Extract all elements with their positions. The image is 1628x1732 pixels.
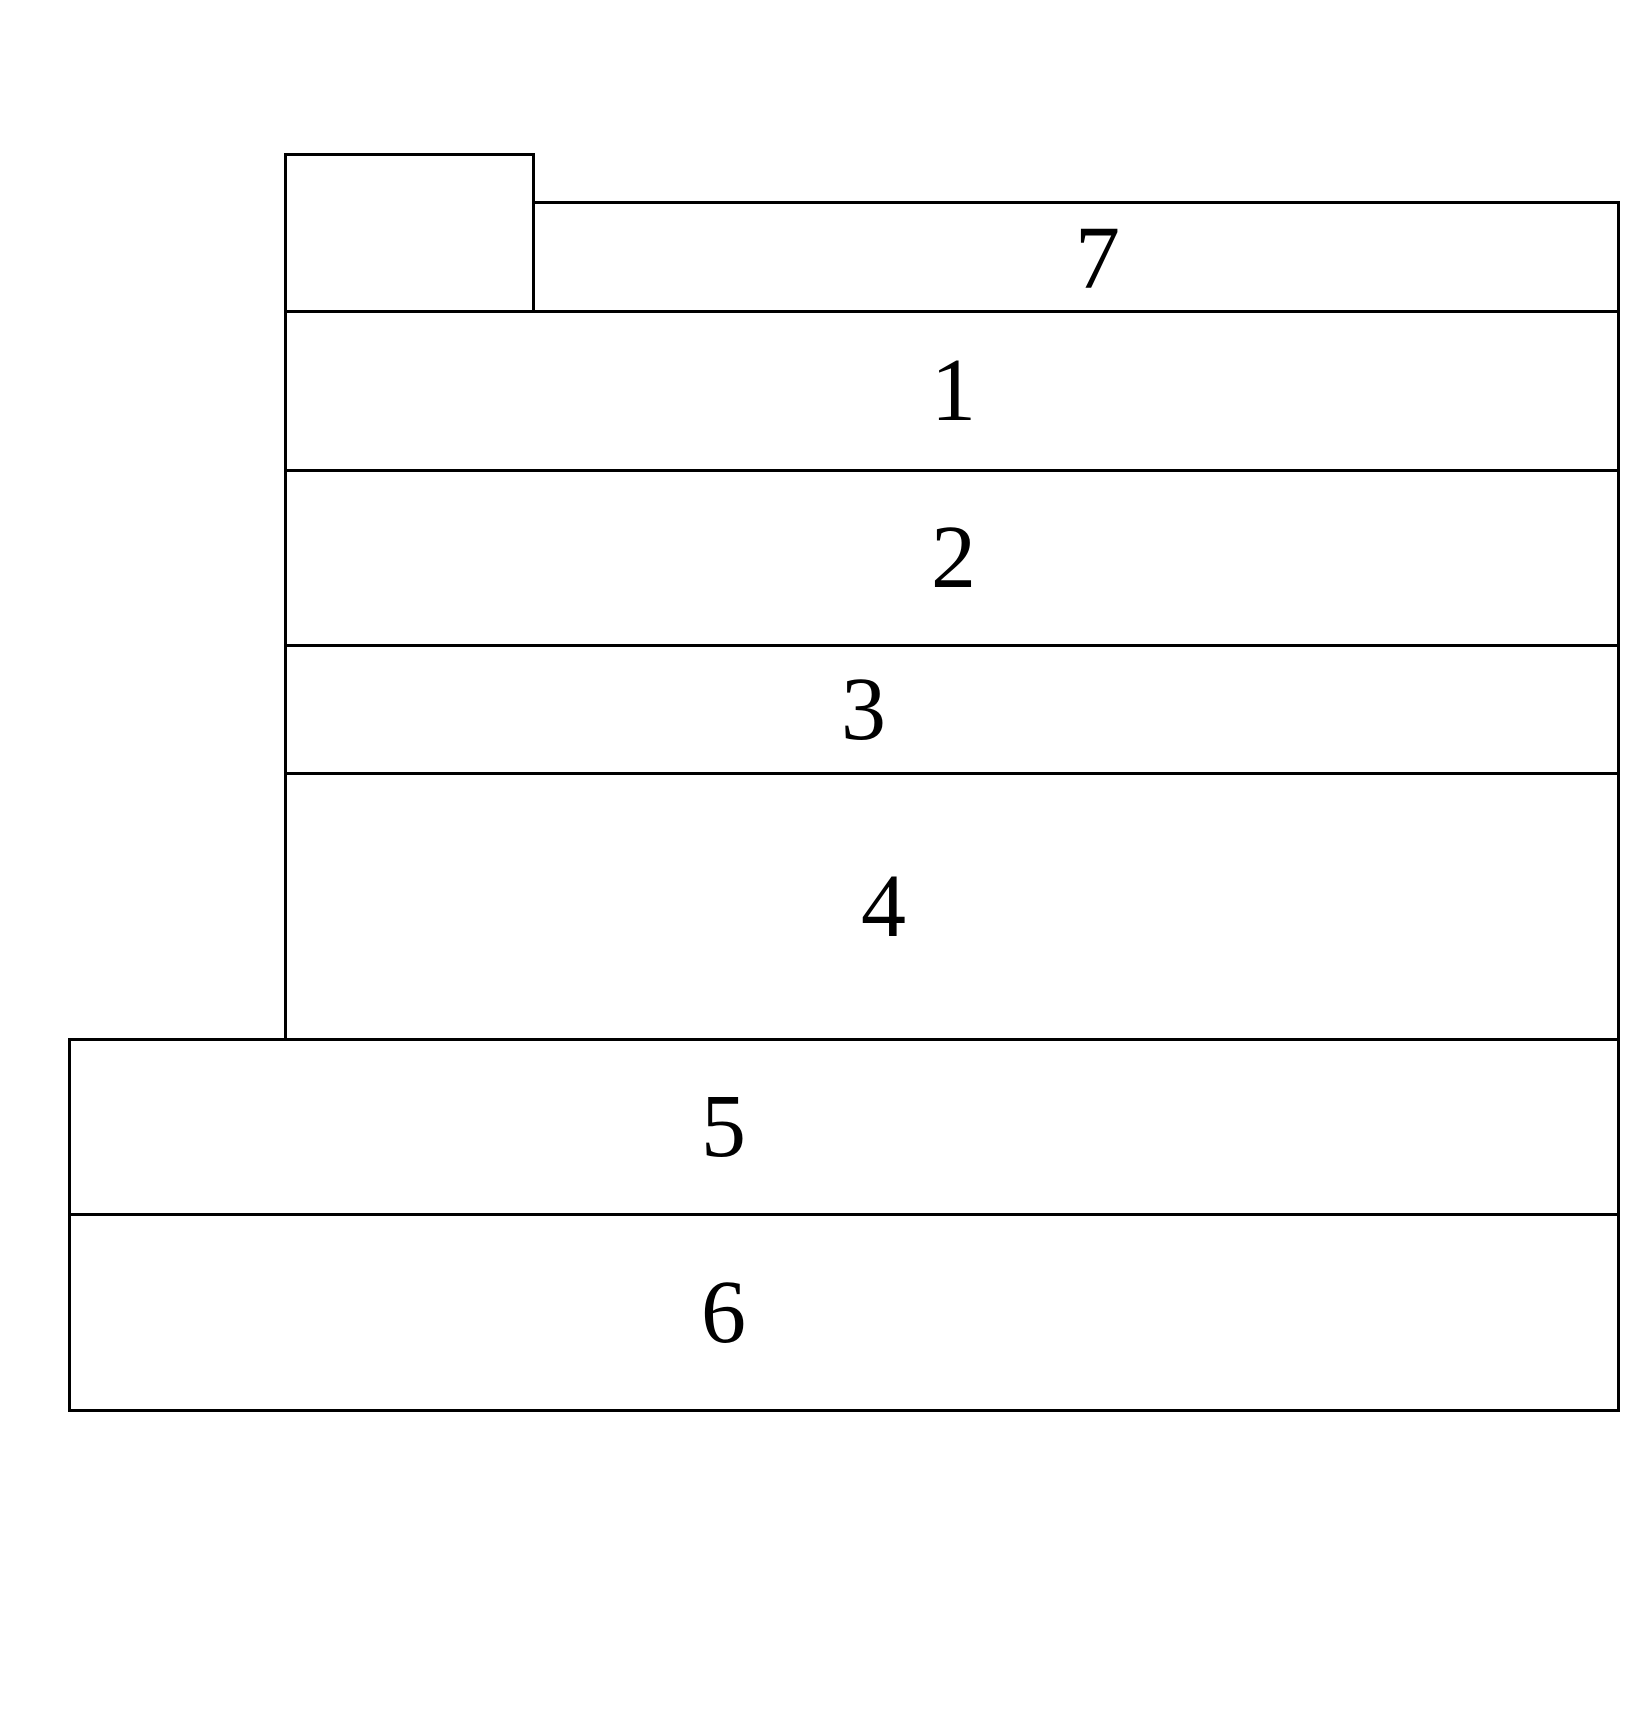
row-1: 1 bbox=[284, 310, 1620, 469]
row-2-label: 2 bbox=[931, 513, 976, 603]
row-3: 3 bbox=[284, 644, 1620, 772]
row-6-label: 6 bbox=[701, 1268, 746, 1358]
row-4-right-edge bbox=[1617, 772, 1620, 1038]
row-4: 4 bbox=[284, 772, 1620, 1038]
row-7-label: 7 bbox=[1075, 214, 1120, 304]
row-7: 7 bbox=[535, 201, 1620, 313]
row-4-label: 4 bbox=[861, 862, 906, 952]
tab-box bbox=[284, 153, 535, 310]
row-5-label: 5 bbox=[701, 1082, 746, 1172]
row-5-right-edge bbox=[1617, 1038, 1620, 1213]
row-3-label: 3 bbox=[841, 665, 886, 755]
row-5: 5 bbox=[68, 1038, 1620, 1213]
row-6-right-edge bbox=[1617, 1213, 1620, 1412]
row-6: 6 bbox=[68, 1213, 1620, 1412]
row-3-right-edge bbox=[1617, 644, 1620, 772]
row-2-right-edge bbox=[1617, 469, 1620, 644]
row-7-right-edge bbox=[1617, 201, 1620, 313]
row-1-right-edge bbox=[1617, 310, 1620, 469]
row-1-label: 1 bbox=[931, 346, 976, 436]
row-2: 2 bbox=[284, 469, 1620, 644]
